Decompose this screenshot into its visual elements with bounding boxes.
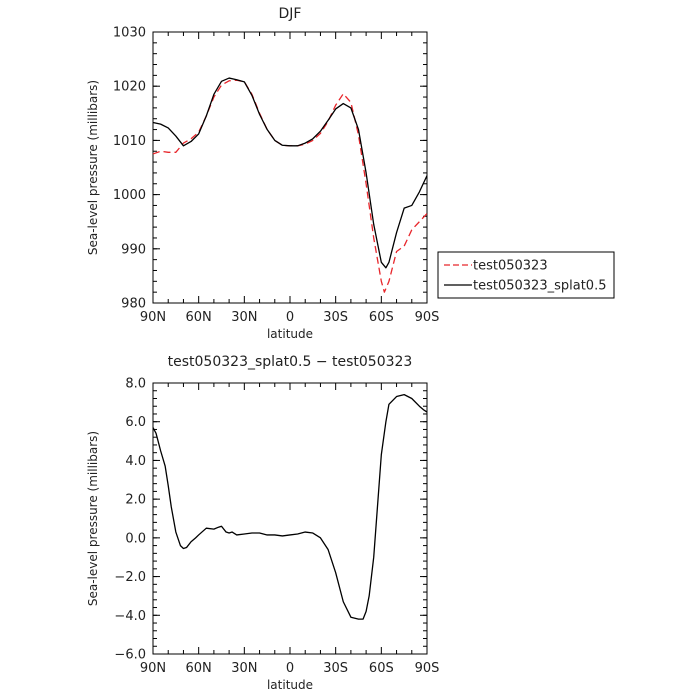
x-tick-label-30n: 30N bbox=[231, 661, 257, 676]
y-axis-label: Sea-level pressure (millibars) bbox=[86, 431, 100, 606]
y-tick-label-6-0: 6.0 bbox=[125, 415, 146, 430]
panel-difference: test050323_splat0.5 − test050323 90N 60N 30… bbox=[86, 354, 439, 692]
chart-title: test050323_splat0.5 − test050323 bbox=[168, 354, 413, 370]
x-tick-label-0: 0 bbox=[286, 661, 294, 676]
x-tick-label-30s: 30S bbox=[323, 661, 348, 676]
y-tick-label-1030: 1030 bbox=[113, 26, 146, 41]
legend: test050323 test050323_splat0.5 bbox=[437, 251, 615, 299]
x-tick-label-90s: 90S bbox=[415, 310, 440, 325]
series-line-test050323 bbox=[152, 79, 428, 293]
x-tick-label-60s: 60S bbox=[369, 310, 394, 325]
y-tick-label-2-0: 2.0 bbox=[125, 493, 146, 508]
y-tick-label-1000: 1000 bbox=[113, 188, 146, 203]
chart-title: DJF bbox=[279, 6, 302, 22]
x-tick-label-90n: 90N bbox=[140, 310, 166, 325]
x-tick-label-0: 0 bbox=[286, 310, 294, 325]
legend-label-test050323: test050323 bbox=[473, 259, 548, 274]
series-line-test050323-splat0-5 bbox=[152, 77, 428, 269]
x-tick-label-90s: 90S bbox=[415, 661, 440, 676]
x-axis-label: latitude bbox=[267, 327, 313, 341]
y-tick-label-4-0: 4.0 bbox=[125, 454, 146, 469]
series-line-difference bbox=[152, 393, 428, 620]
y-tick-label-1010: 1010 bbox=[113, 134, 146, 149]
x-tick-label-60n: 60N bbox=[186, 661, 212, 676]
x-tick-label-30s: 30S bbox=[323, 310, 348, 325]
x-tick-label-60n: 60N bbox=[186, 310, 212, 325]
y-tick-label-8-0: 8.0 bbox=[125, 377, 146, 392]
y-tick-label-4-0: −4.0 bbox=[114, 609, 146, 624]
y-tick-label-6-0: −6.0 bbox=[114, 648, 146, 663]
x-tick-label-60s: 60S bbox=[369, 661, 394, 676]
y-tick-label-2-0: −2.0 bbox=[114, 570, 146, 585]
y-tick-label-990: 990 bbox=[121, 242, 146, 257]
panel-sea-level-pressure: DJF 90N 60N 30N 0 30S 60S 90S 980 990 1000 1010 1020… bbox=[86, 6, 439, 341]
y-tick-label-1020: 1020 bbox=[113, 80, 146, 95]
plot-frame bbox=[152, 31, 428, 304]
y-tick-label-980: 980 bbox=[121, 297, 146, 312]
x-axis-label: latitude bbox=[267, 678, 313, 692]
y-tick-label-0-0: 0.0 bbox=[125, 531, 146, 546]
y-axis-label: Sea-level pressure (millibars) bbox=[86, 80, 100, 255]
x-tick-label-90n: 90N bbox=[140, 661, 166, 676]
x-tick-label-30n: 30N bbox=[231, 310, 257, 325]
legend-label-test050323-splat0-5: test050323_splat0.5 bbox=[473, 279, 606, 294]
legend-box bbox=[437, 251, 615, 299]
